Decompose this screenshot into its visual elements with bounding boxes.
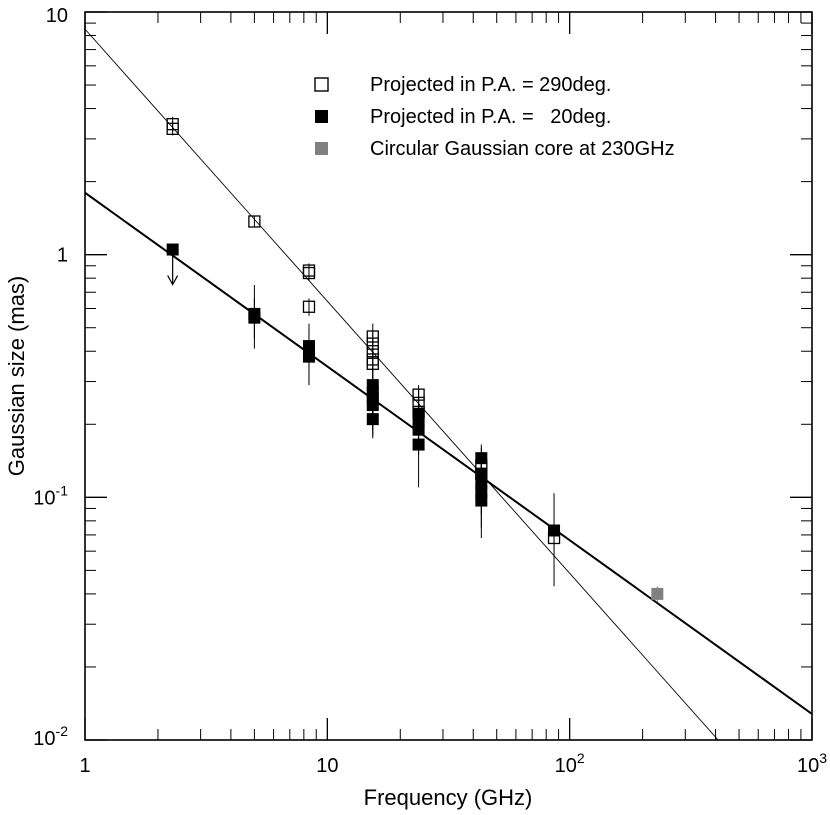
- data-point-filled-square: [548, 524, 561, 537]
- data-point-open-square: [248, 215, 261, 228]
- data-point-filled-square: [302, 350, 315, 363]
- fit-line: [85, 191, 812, 715]
- legend: Projected in P.A. = 290deg. Projected in…: [314, 74, 675, 160]
- legend-label-290deg: Projected in P.A. = 290deg.: [370, 74, 611, 96]
- data-point-filled-square: [366, 413, 379, 426]
- fit-line: [85, 28, 719, 740]
- data-point-open-square: [302, 300, 316, 313]
- series-1: [166, 116, 561, 552]
- x-tick-label: 10: [316, 755, 338, 777]
- y-axis-label: Gaussian size (mas): [4, 276, 29, 477]
- y-tick-label: 10-2: [33, 723, 68, 750]
- x-tick-label: 1: [79, 755, 90, 777]
- legend-marker-filled-square: [315, 110, 328, 123]
- x-axis-label: Frequency (GHz): [364, 785, 533, 810]
- y-tick-label: 10: [46, 5, 68, 27]
- x-tick-label: 102: [555, 750, 585, 777]
- minor-ticks: [85, 12, 812, 740]
- y-tick-label: 1: [57, 245, 68, 267]
- y-tick-labels: 10-2 10-1 1 10: [33, 5, 68, 750]
- data-point-filled-square: [166, 243, 179, 256]
- x-tick-label: 103: [797, 750, 827, 777]
- data-point-filled-square: [248, 311, 261, 324]
- data-point-filled-square: [412, 438, 425, 451]
- legend-label-20deg: Projected in P.A. = 20deg.: [370, 106, 611, 128]
- data-point-filled-square: [475, 494, 488, 507]
- x-tick-labels: 1 10 102 103: [79, 750, 827, 777]
- data-point-gray-square: [651, 587, 664, 600]
- y-tick-label: 10-1: [33, 482, 68, 509]
- data-points: [166, 116, 664, 603]
- data-point-open-square: [302, 266, 316, 280]
- legend-label-230ghz: Circular Gaussian core at 230GHz: [370, 138, 675, 160]
- plot-frame: [84, 11, 813, 741]
- fit-lines: [85, 28, 812, 740]
- legend-marker-open-square: [314, 77, 329, 92]
- series-3: [651, 586, 664, 603]
- legend-marker-gray-square: [315, 142, 328, 155]
- series-2: [166, 243, 561, 587]
- data-point-open-square: [166, 122, 179, 135]
- upper-limit-arrow-head: [167, 275, 179, 286]
